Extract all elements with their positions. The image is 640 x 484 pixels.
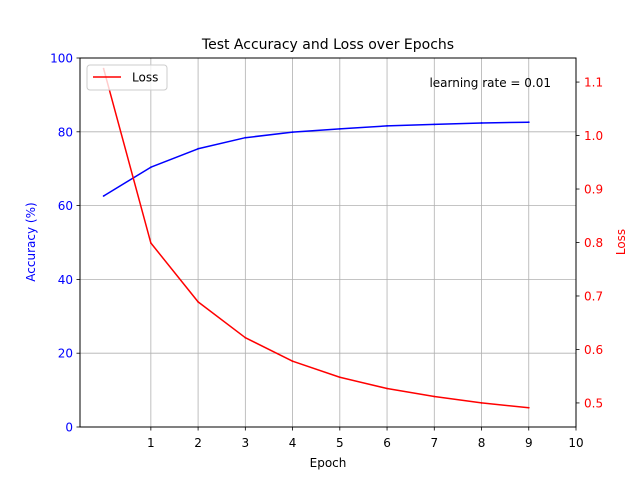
accuracy-point (527, 121, 530, 124)
accuracy-point (338, 127, 341, 130)
ticks-layer: 1 2 3 4 5 6 7 8 9 100204060801000.50.60.70.80.91.… (50, 52, 603, 451)
chart-title: Test Accuracy and Loss over Epochs (201, 37, 454, 53)
loss-point (527, 406, 530, 409)
left-tick-label: 80 (58, 125, 73, 139)
loss-point (480, 402, 483, 404)
right-axis-label: Loss (614, 229, 628, 255)
x-axis-label: Epoch (310, 456, 347, 470)
x-tick-label: 10 (568, 436, 583, 450)
left-tick-label: 20 (58, 347, 73, 361)
legend-entry-loss: Loss (132, 71, 158, 85)
left-tick-label: 100 (50, 52, 73, 66)
accuracy-point (102, 195, 105, 197)
left-tick-label: 40 (58, 273, 73, 287)
legend: Loss (86, 64, 168, 91)
x-tick-label: 2 (194, 436, 202, 450)
accuracy-point (433, 123, 436, 126)
right-tick-label: 0.6 (584, 343, 603, 357)
legend-box (86, 64, 168, 91)
accuracy-line (103, 121, 529, 197)
x-tick-label: 6 (383, 436, 391, 450)
accuracy-point (386, 124, 388, 127)
left-tick-label: 0 (65, 421, 73, 435)
x-tick-label: 4 (289, 436, 297, 450)
right-tick-label: 0.7 (584, 289, 603, 303)
left-axis-label: Accuracy (%) (24, 202, 38, 281)
loss-point (338, 376, 341, 379)
loss-point (291, 360, 294, 363)
loss-point (386, 387, 388, 390)
accuracy-point (480, 122, 483, 124)
right-tick-label: 0.5 (584, 396, 603, 410)
right-tick-label: 0.8 (584, 236, 603, 250)
loss-point (149, 242, 152, 244)
loss-point (433, 395, 436, 398)
loss-line (102, 68, 529, 409)
left-tick-label: 60 (58, 199, 73, 213)
right-tick-label: 1.0 (584, 129, 603, 143)
learning-rate-annotation: learning rate = 0.01 (429, 76, 551, 90)
x-tick-label: 3 (242, 436, 250, 450)
accuracy-point (291, 131, 294, 134)
loss-point (244, 336, 247, 339)
x-tick-label: 9 (525, 436, 533, 450)
x-tick-label: 5 (336, 436, 344, 450)
right-tick-label: 0.9 (584, 183, 603, 197)
accuracy-point (197, 147, 199, 150)
loss-point (197, 300, 199, 303)
accuracy-point (244, 136, 247, 139)
accuracy-point (149, 166, 152, 169)
x-tick-label: 1 (147, 436, 155, 450)
right-tick-label: 1.1 (584, 76, 603, 90)
x-tick-label: 7 (430, 436, 438, 450)
x-tick-label: 8 (478, 436, 486, 450)
